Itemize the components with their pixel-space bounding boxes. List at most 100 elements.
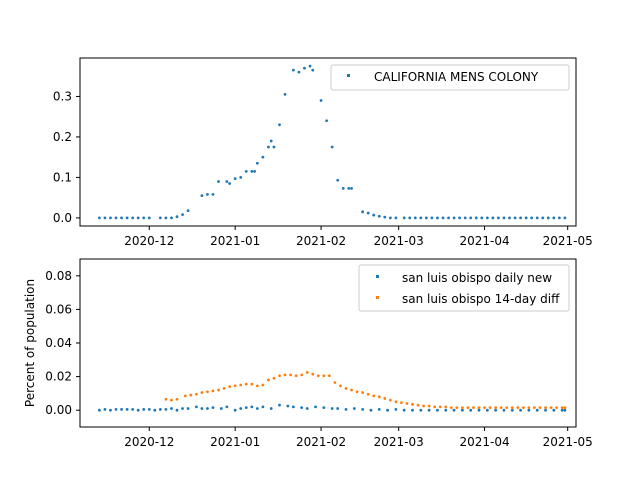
bottom-series-1-point (400, 401, 403, 405)
top-series-0-point (341, 186, 345, 190)
bottom-series-0-point (250, 405, 254, 409)
top-series-0-point (272, 145, 276, 149)
bottom-series-0-point (206, 407, 209, 410)
bottom-series-0-point (219, 407, 223, 410)
bottom-series-0-point (170, 407, 173, 410)
top-series-0-point (458, 216, 462, 220)
top-series-0-point (158, 216, 162, 220)
bottom-series-1-point (516, 406, 520, 410)
bottom-chart-legend: san luis obispo daily new san luis obisp… (358, 264, 570, 312)
bottom-chart-y-axis: 0.00 0.02 0.04 0.06 0.08 (45, 269, 80, 417)
top-series-0-point (557, 216, 561, 220)
top-series-0-point (563, 216, 567, 220)
top-y-tick-label: 0.1 (53, 170, 72, 184)
bottom-series-1-point (422, 404, 425, 408)
bottom-series-1-point (267, 378, 270, 382)
bottom-series-1-point (294, 374, 298, 378)
bottom-series-0-point (158, 407, 162, 411)
bottom-series-0-point (560, 408, 564, 412)
top-y-tick-label: 0.0 (53, 211, 72, 225)
bottom-series-1-point (549, 406, 553, 410)
top-x-tick-label: 2021-04 (459, 234, 509, 248)
top-series-0-point (413, 216, 417, 220)
top-series-0-point (366, 211, 370, 215)
bottom-series-0-point (552, 408, 556, 412)
top-series-0-point (200, 194, 204, 198)
top-series-0-point (361, 210, 365, 214)
top-chart-x-axis: 2020-12 2021-01 2021-02 2021-03 2021-04 2021-… (124, 226, 593, 248)
bottom-series-1-point (194, 392, 198, 396)
top-series-0-point (347, 186, 351, 190)
top-series-0-point (175, 215, 179, 219)
bottom-series-0-point (336, 407, 340, 410)
top-series-0-point (136, 216, 140, 220)
top-series-0-point (233, 177, 237, 181)
top-series-0-point (206, 193, 209, 196)
bottom-series-1-point (433, 405, 437, 409)
bottom-series-0-point (502, 408, 506, 412)
bottom-series-1-point (272, 376, 276, 380)
bottom-series-1-point (322, 374, 326, 378)
bottom-series-0-point (460, 408, 464, 412)
bottom-x-tick-label: 2021-03 (374, 435, 424, 449)
top-series-0-point (336, 178, 340, 182)
bottom-legend-marker-1 (376, 296, 379, 299)
bottom-series-1-point (175, 397, 179, 401)
bottom-series-1-point (477, 406, 481, 410)
bottom-series-1-point (560, 406, 564, 410)
bottom-series-0-point (344, 407, 348, 411)
bottom-series-0-point (225, 405, 229, 409)
top-series-0-point (480, 216, 484, 220)
bottom-series-0-point (125, 407, 129, 411)
top-series-0-point (147, 216, 151, 220)
bottom-series-1-point (333, 381, 337, 384)
bottom-series-1-point (239, 383, 243, 387)
bottom-series-1-point (289, 373, 292, 377)
bottom-series-1-point (494, 406, 498, 410)
top-series-0-point (513, 216, 517, 220)
top-series-0-point (535, 216, 539, 220)
bottom-series-0-point (469, 408, 473, 412)
bottom-series-0-point (519, 408, 522, 412)
bottom-series-0-point (278, 403, 281, 407)
top-series-0-point (186, 209, 190, 213)
bottom-series-1-point (283, 373, 287, 377)
bottom-series-0-point (444, 408, 448, 412)
bottom-legend-marker-0 (376, 275, 379, 278)
bottom-series-0-point (181, 407, 184, 410)
bottom-y-tick-label: 0.08 (45, 269, 72, 283)
bottom-series-1-point (344, 386, 348, 390)
bottom-series-0-point (361, 407, 365, 411)
bottom-series-1-point (455, 406, 459, 410)
top-series-0-point (441, 216, 445, 220)
bottom-series-0-point (175, 408, 179, 412)
top-x-tick-label: 2021-05 (543, 234, 593, 248)
bottom-series-0-point (200, 407, 204, 410)
bottom-series-1-point (183, 394, 187, 398)
top-series-0-point (291, 68, 295, 72)
bottom-series-0-point (103, 407, 107, 411)
top-series-0-point (98, 216, 101, 220)
bottom-x-tick-label: 2021-05 (543, 435, 593, 449)
top-series-0-point (181, 213, 184, 217)
bottom-y-tick-label: 0.06 (45, 302, 72, 316)
bottom-series-1-point (444, 405, 448, 409)
bottom-series-0-point (527, 408, 531, 412)
bottom-series-1-point (255, 384, 259, 388)
bottom-series-1-point (250, 382, 254, 386)
top-series-0-point (502, 216, 506, 220)
top-series-0-point (278, 123, 281, 127)
bottom-x-tick-label: 2021-02 (296, 435, 346, 449)
bottom-x-tick-label: 2021-01 (210, 435, 260, 449)
top-series-0-point (319, 99, 323, 102)
top-series-0-point (377, 214, 381, 218)
bottom-series-1-point (355, 390, 359, 394)
top-series-0-point (250, 169, 254, 173)
top-series-0-point (131, 216, 135, 220)
top-chart-marks (98, 64, 567, 220)
top-series-0-point (267, 145, 270, 149)
top-series-0-point (303, 66, 306, 70)
bottom-chart-legend-box (358, 264, 570, 312)
bottom-legend-label-1: san luis obispo 14-day diff (402, 292, 560, 306)
top-series-0-point (388, 216, 392, 220)
